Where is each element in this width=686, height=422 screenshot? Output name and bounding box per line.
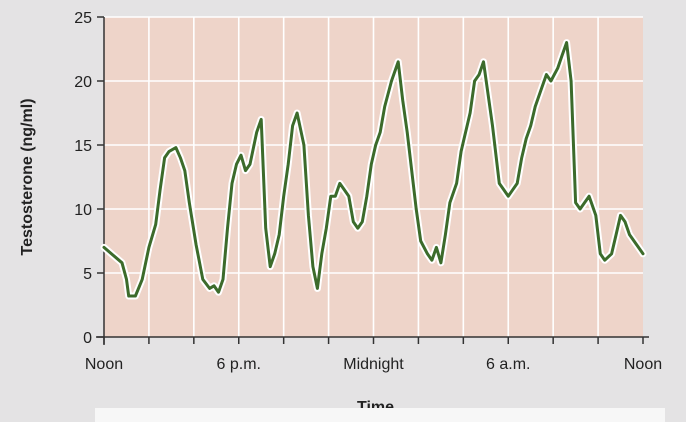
x-tick-label-1: 6 p.m. <box>217 356 261 373</box>
y-tick-label-15: 15 <box>74 138 92 155</box>
series-line <box>102 41 645 298</box>
y-tick-label-25: 25 <box>74 10 92 27</box>
x-tick-label-4: Noon <box>624 356 662 373</box>
y-tick-label-10: 10 <box>74 202 92 219</box>
axes <box>96 17 649 345</box>
y-tick-label-5: 5 <box>83 266 92 283</box>
x-tick-label-2: Midnight <box>343 356 404 373</box>
y-tick-label-20: 20 <box>74 74 92 91</box>
y-tick-label-0: 0 <box>83 330 92 347</box>
caption-strip <box>95 408 665 422</box>
x-tick-label-3: 6 a.m. <box>486 356 530 373</box>
series-layer <box>100 39 647 300</box>
x-tick-label-0: Noon <box>85 356 123 373</box>
axis-ticks: 0 5 10 15 20 25 Noon 6 p.m. Midnight 6 a.m. Noon <box>74 10 662 373</box>
y-axis-title: Testosterone (ng/ml) <box>19 98 36 255</box>
